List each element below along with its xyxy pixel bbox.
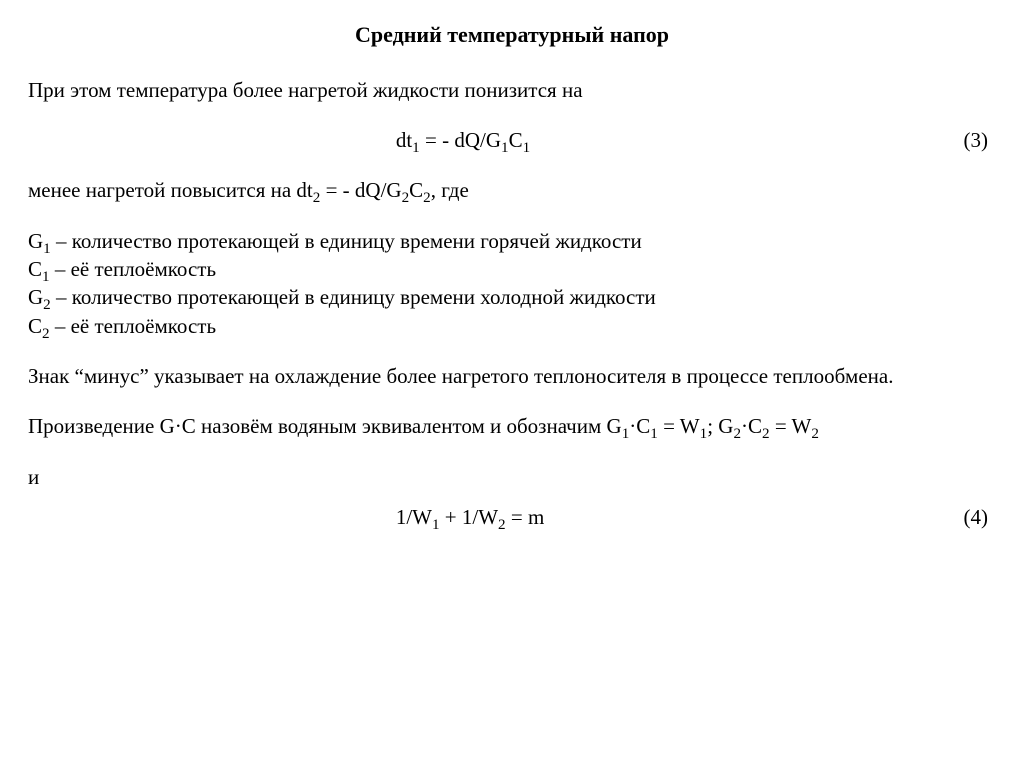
line2-d: , где — [431, 178, 469, 202]
eq3-sub3: 1 — [523, 140, 531, 156]
equation-4-number: (4) — [964, 503, 997, 531]
equation-3-body: dt1 = - dQ/G1C1 — [396, 126, 530, 154]
eq4-a: 1/W — [396, 505, 432, 529]
def-c2-sub: 2 — [42, 326, 50, 342]
water-equivalent-paragraph: Произведение G·C назовём водяным эквивал… — [28, 412, 996, 440]
we-d: ; G — [707, 414, 733, 438]
equation-3-row: dt1 = - dQ/G1C1 (3) — [28, 126, 996, 154]
def-g1-sym: G — [28, 229, 43, 253]
eq4-s1: 1 — [432, 517, 440, 533]
we-a: Произведение G·C назовём водяным эквивал… — [28, 414, 622, 438]
equation-4-body: 1/W1 + 1/W2 = m — [396, 503, 544, 531]
def-g2-text: – количество протекающей в единицу време… — [51, 285, 656, 309]
def-c2-text: – её теплоёмкость — [50, 314, 216, 338]
we-b: ·C — [629, 414, 650, 438]
line2-b: = - dQ/G — [320, 178, 401, 202]
eq4-b: + 1/W — [440, 505, 499, 529]
def-g2-sym: G — [28, 285, 43, 309]
equation-3-number: (3) — [964, 126, 997, 154]
eq3-c: C — [509, 128, 523, 152]
we-s2: 1 — [650, 427, 658, 443]
we-c: = W — [658, 414, 700, 438]
minus-note: Знак “минус” указывает на охлаждение бол… — [28, 362, 996, 390]
def-c1-sym: C — [28, 257, 42, 281]
eq4-s2: 2 — [498, 517, 506, 533]
page-title: Средний температурный напор — [28, 20, 996, 50]
eq3-mid: = - dQ/G — [420, 128, 501, 152]
definitions-block: G1 – количество протекающей в единицу вр… — [28, 227, 996, 340]
def-c2: C2 – её теплоёмкость — [28, 312, 996, 340]
we-f: = W — [770, 414, 812, 438]
we-s6: 2 — [811, 427, 819, 443]
we-e: ·C — [741, 414, 762, 438]
page: Средний температурный напор При этом тем… — [0, 0, 1024, 767]
line2-a: менее нагретой повысится на dt — [28, 178, 313, 202]
def-c2-sym: C — [28, 314, 42, 338]
intro-paragraph: При этом температура более нагретой жидк… — [28, 76, 996, 104]
line2-paragraph: менее нагретой повысится на dt 2 = - dQ/G… — [28, 176, 996, 204]
def-c1-text: – её теплоёмкость — [50, 257, 216, 281]
def-c1: C1 – её теплоёмкость — [28, 255, 996, 283]
equation-4-row: 1/W1 + 1/W2 = m (4) — [28, 503, 996, 531]
line2-c: C — [409, 178, 423, 202]
def-g2: G2 – количество протекающей в единицу вр… — [28, 283, 996, 311]
and-label: и — [28, 463, 996, 491]
def-g1: G1 – количество протекающей в единицу вр… — [28, 227, 996, 255]
eq3-sub2: 1 — [501, 140, 509, 156]
we-s4: 2 — [733, 427, 741, 443]
eq4-c: = m — [506, 505, 545, 529]
def-g1-text: – количество протекающей в единицу време… — [51, 229, 642, 253]
we-s5: 2 — [762, 427, 770, 443]
line2-s3: 2 — [423, 191, 431, 207]
eq3-sub1: 1 — [412, 140, 420, 156]
eq3-pre: dt — [396, 128, 412, 152]
